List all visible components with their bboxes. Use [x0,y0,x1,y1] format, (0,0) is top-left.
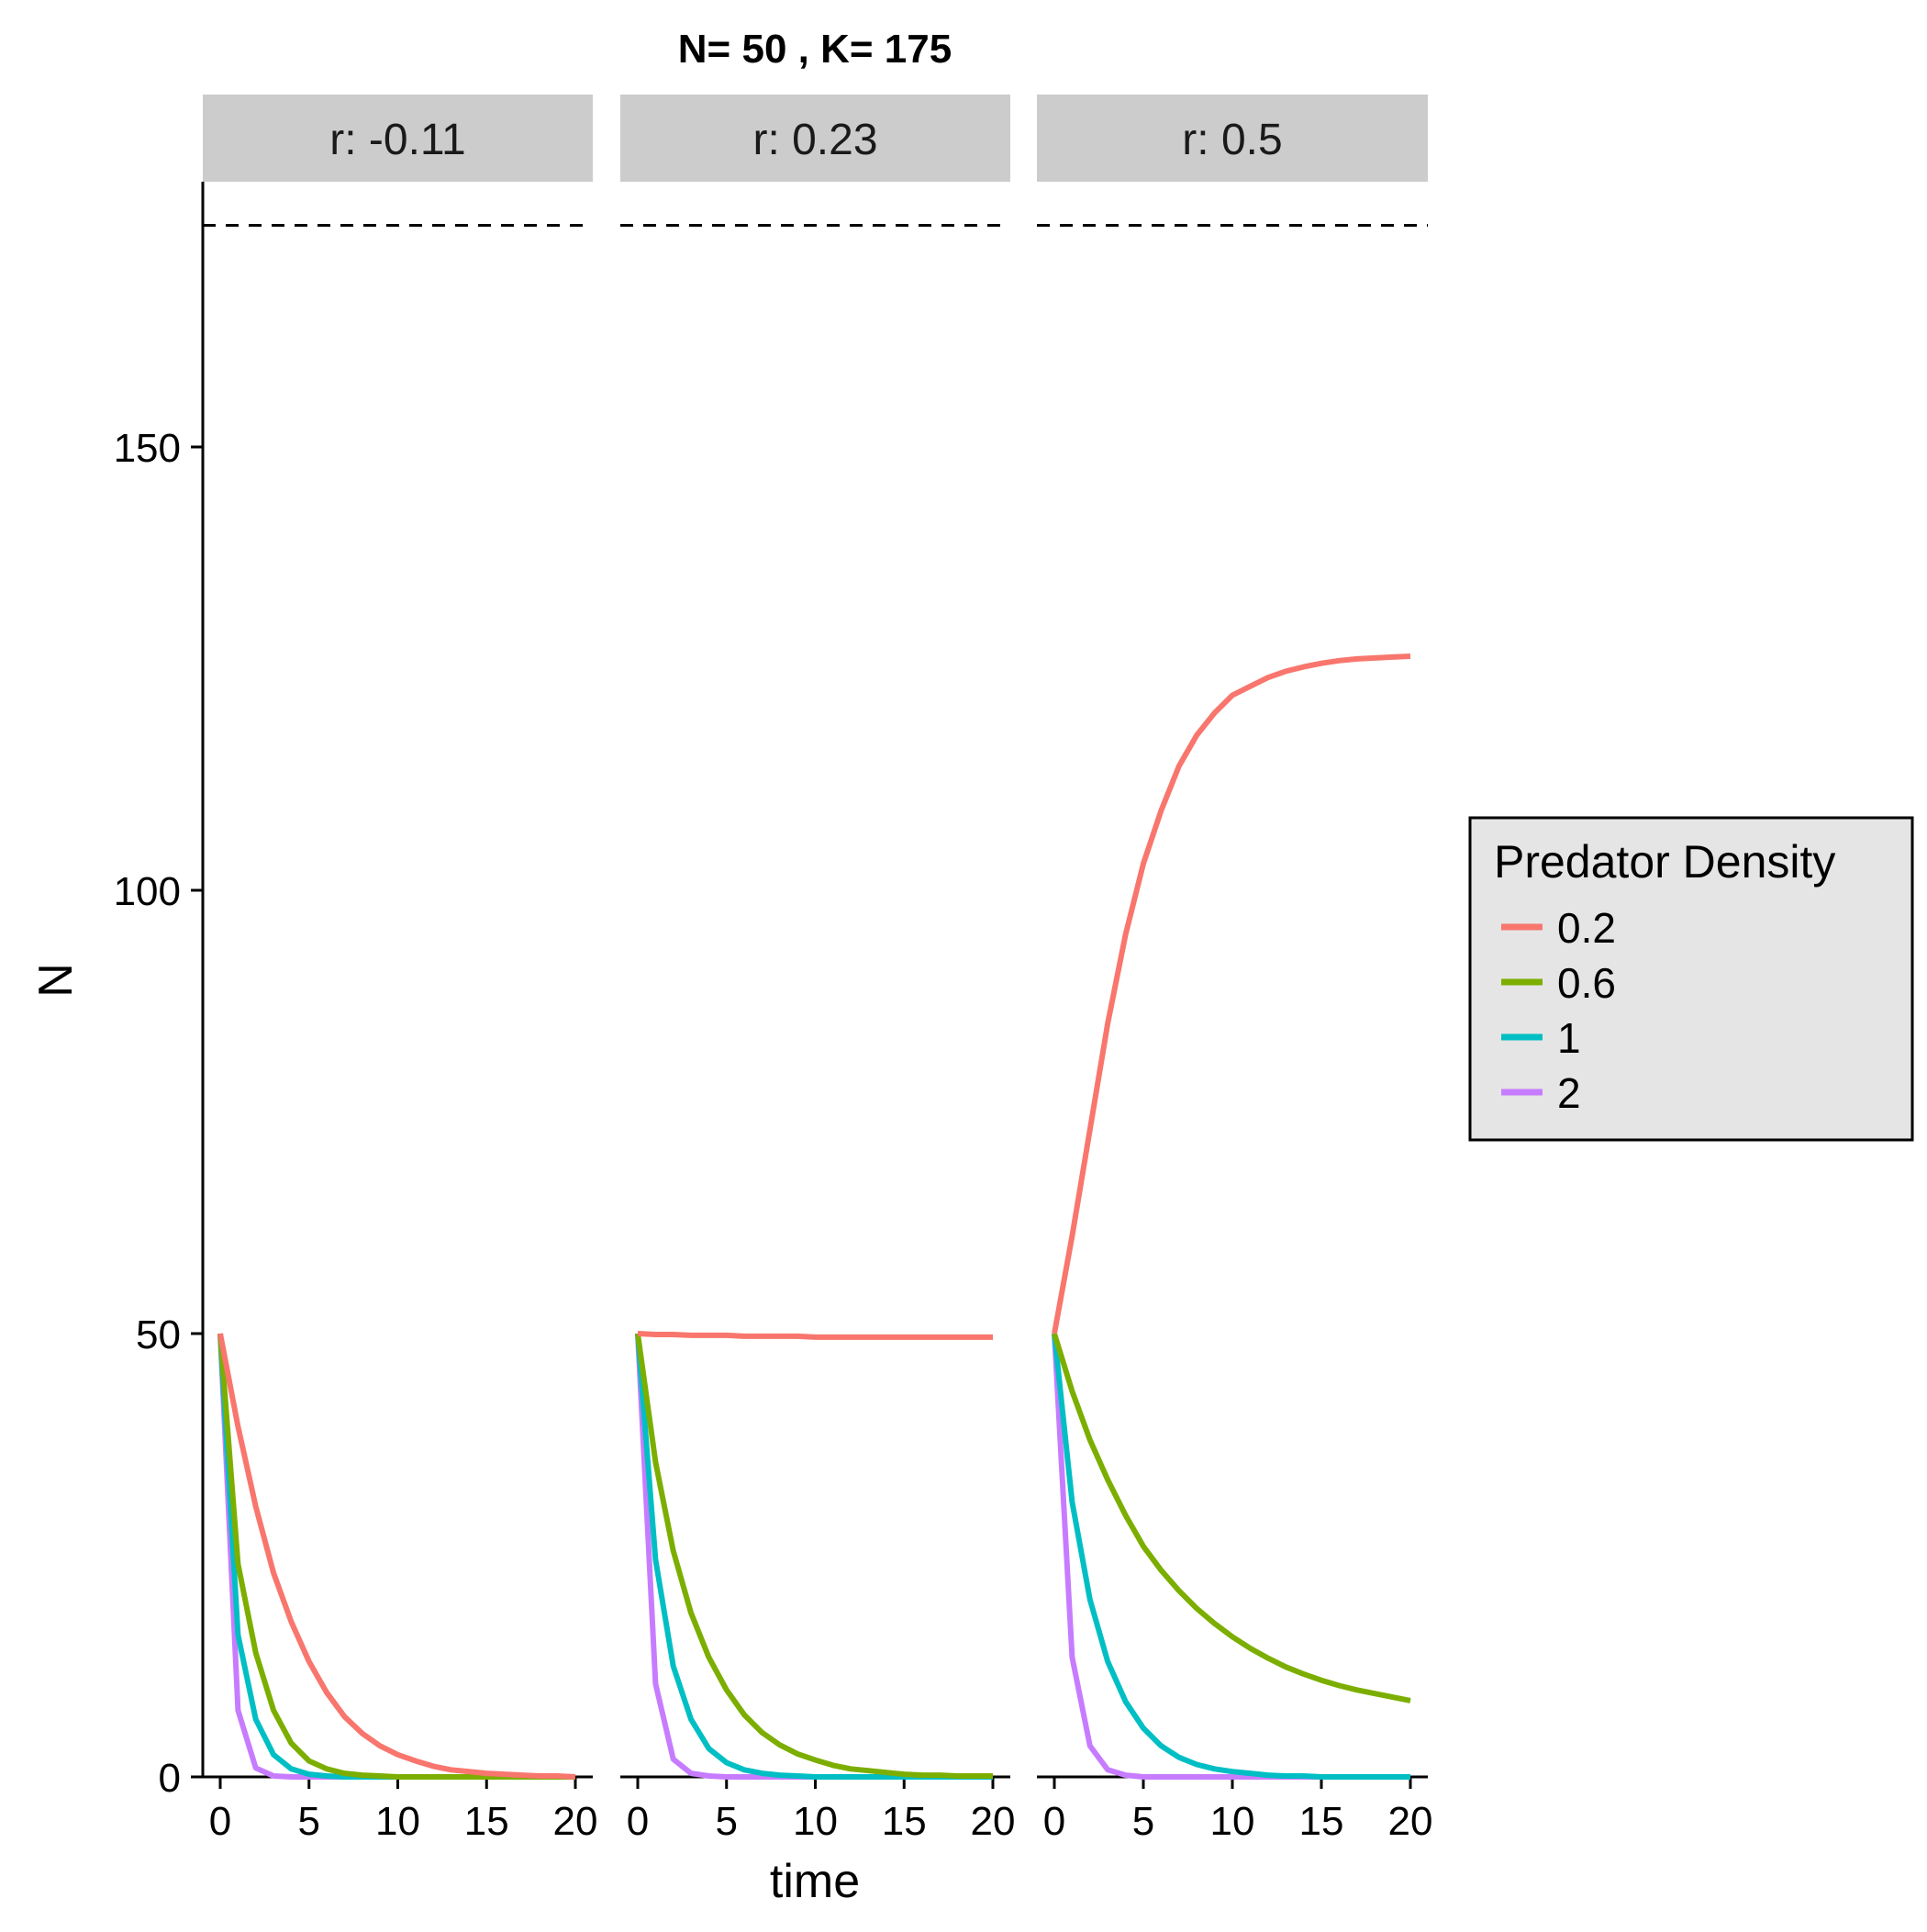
legend-items: 0.2 0.6 1 2 [1501,904,1616,1117]
chart-title: N= 50 , K= 175 [678,27,952,72]
x-tick-label: 0 [627,1799,649,1844]
x-axis-label: time [770,1855,860,1908]
series-line-2 [1052,1333,1410,1780]
facet-strip [203,95,593,182]
series-line-1 [1052,1333,1410,1780]
y-tick-label: 0 [159,1756,181,1801]
facet-strip-label: r: -0.11 [329,116,466,164]
series-line-0-6 [635,1333,993,1779]
legend-title: Predator Density [1494,836,1835,888]
x-tick-label: 0 [1043,1799,1065,1844]
series-line-1 [635,1333,993,1780]
x-tick-label: 15 [1299,1799,1344,1844]
x-tick-label: 0 [209,1799,231,1844]
x-tick-label: 15 [882,1799,927,1844]
x-tick-label: 10 [375,1799,420,1844]
y-tick-label: 150 [114,426,181,471]
x-tick-label: 5 [716,1799,738,1844]
x-tick-label: 10 [1210,1799,1255,1844]
y-axis-label: N [29,963,83,998]
x-tick-label: 20 [1388,1799,1433,1844]
series-line-0-2 [1052,653,1411,1335]
facet-strip-label: r: 0.23 [752,116,877,164]
x-tick-label: 5 [298,1799,320,1844]
x-tick-label: 15 [464,1799,509,1844]
legend-box [1468,816,1914,1142]
legend-label-0-2: 0.2 [1557,904,1616,952]
legend-label-2: 2 [1557,1069,1581,1117]
legend-label-1: 1 [1557,1014,1581,1062]
series-line-2 [635,1333,993,1780]
series-line-0-2 [637,1331,993,1340]
x-tick-label: 20 [971,1799,1016,1844]
series-line-0-6 [217,1333,575,1780]
y-tick-label: 50 [136,1312,181,1357]
x-tick-label: 20 [553,1799,598,1844]
legend: Predator Density 0.2 0.6 1 2 [1468,816,1914,1142]
x-tick-label: 10 [793,1799,838,1844]
series-line-0-6 [1052,1333,1411,1703]
x-tick-label: 5 [1132,1799,1154,1844]
facet-strip-label: r: 0.5 [1182,116,1282,164]
series-line-0-2 [217,1333,576,1780]
facet-strip [620,95,1010,182]
legend-label-0-6: 0.6 [1557,959,1616,1007]
y-tick-label: 100 [114,869,181,914]
facet-strip [1037,95,1428,182]
